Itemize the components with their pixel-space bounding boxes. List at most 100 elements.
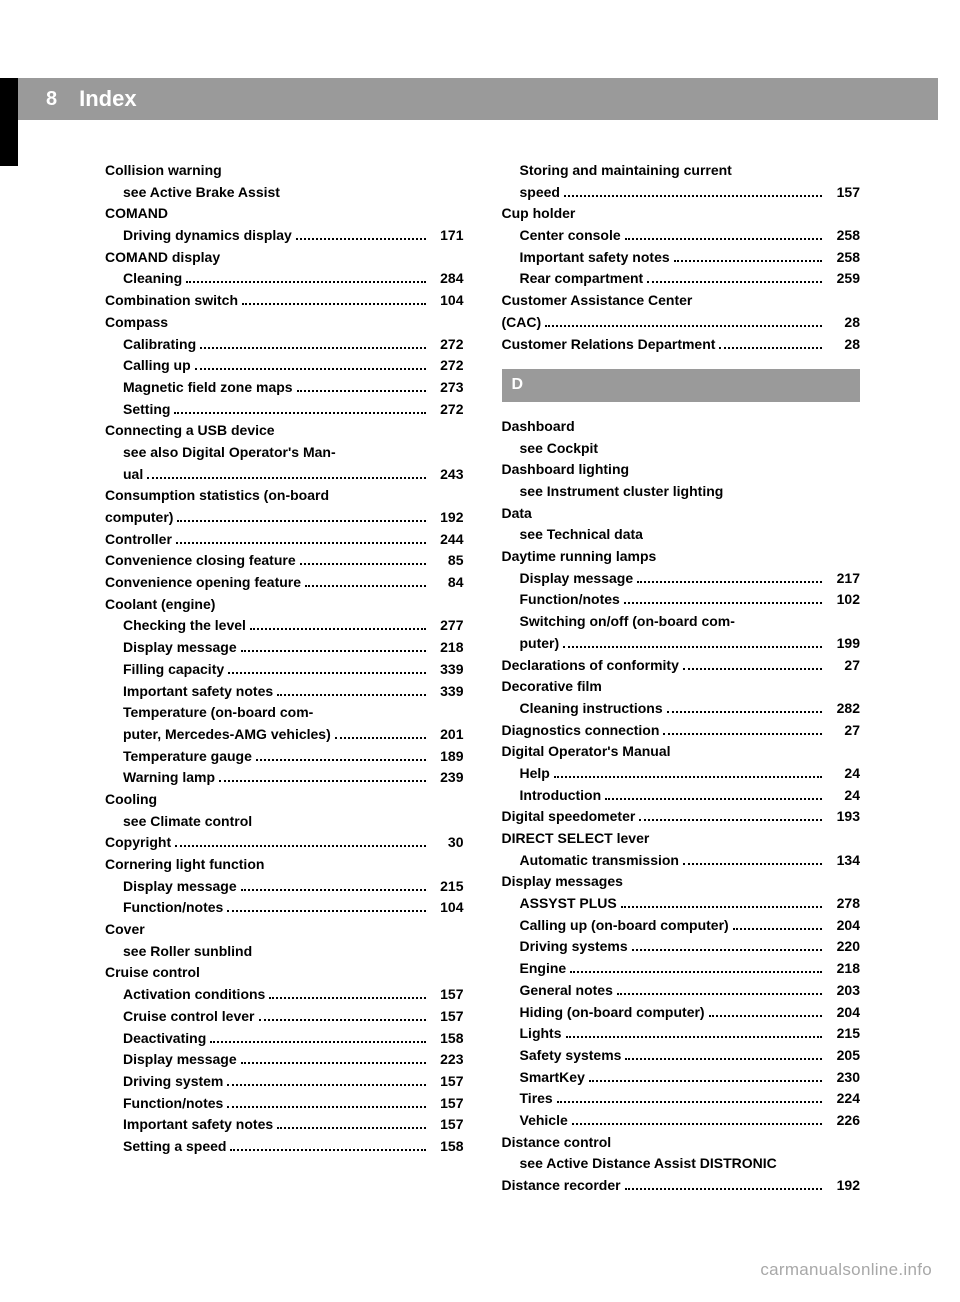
leader-dots [241,650,426,652]
index-subentry: see Active Distance Assist DISTRONIC [502,1153,861,1175]
leader-dots [632,949,822,951]
leader-dots [227,1106,425,1108]
leader-dots [174,412,425,414]
index-label: Driving dynamics display [123,225,292,247]
index-heading: Distance control [502,1132,861,1154]
index-page: 201 [430,724,464,746]
index-label: Copyright [105,832,171,854]
index-page: 24 [826,763,860,785]
index-label: Setting [123,399,170,421]
index-page: 30 [430,832,464,854]
index-page: 158 [430,1136,464,1158]
header-bar: 8 Index [18,78,938,120]
index-label: Checking the level [123,615,246,637]
index-heading: Data [502,503,861,525]
index-label: Convenience closing feature [105,550,296,572]
leader-dots [230,1149,425,1151]
index-subentry: Function/notes102 [502,589,861,611]
leader-dots [683,668,822,670]
index-subentry: Cleaning instructions 282 [502,698,861,720]
index-heading: Coolant (engine) [105,594,464,616]
leader-dots [639,819,822,821]
leader-dots [186,281,425,283]
leader-dots [683,863,822,865]
index-heading: Connecting a USB device [105,420,464,442]
index-subentry: Checking the level277 [105,615,464,637]
index-subentry: Lights215 [502,1023,861,1045]
index-page: 205 [826,1045,860,1067]
index-page: 215 [826,1023,860,1045]
index-label: Help [520,763,550,785]
index-subentry: Function/notes104 [105,897,464,919]
index-label: (CAC) [502,312,542,334]
index-subentry: Cruise control lever157 [105,1006,464,1028]
leader-dots [210,1041,425,1043]
index-subentry: Setting272 [105,399,464,421]
index-page: 272 [430,355,464,377]
leader-dots [256,759,426,761]
leader-dots [147,477,425,479]
leader-dots [624,602,822,604]
index-page: 215 [430,876,464,898]
index-page: 28 [826,312,860,334]
index-entry: Digital speedometer 193 [502,806,861,828]
index-subentry: Display message223 [105,1049,464,1071]
index-entry: Combination switch104 [105,290,464,312]
index-subentry: Important safety notes258 [502,247,861,269]
index-page: 24 [826,785,860,807]
index-page: 157 [430,1006,464,1028]
leader-dots [296,238,426,240]
index-label: puter) [520,633,560,655]
index-subentry: puter, Mercedes-AMG vehicles)201 [105,724,464,746]
index-label: General notes [520,980,613,1002]
index-subentry: speed157 [502,182,861,204]
index-label: Display message [123,637,237,659]
header-title: Index [79,86,136,112]
index-page: 339 [430,681,464,703]
index-page: 218 [826,958,860,980]
index-label: Digital speedometer [502,806,636,828]
section-letter-band: D [502,369,861,402]
index-label: Distance recorder [502,1175,621,1197]
index-label: Convenience opening feature [105,572,301,594]
leader-dots [719,347,822,349]
index-label: Calling up [123,355,191,377]
index-page: 272 [430,334,464,356]
index-entry: Diagnostics connection27 [502,720,861,742]
leader-dots [554,776,822,778]
index-page: 259 [826,268,860,290]
index-heading: Daytime running lamps [502,546,861,568]
index-page: 199 [826,633,860,655]
index-label: ASSYST PLUS [520,893,617,915]
index-label: ual [123,464,143,486]
index-heading: DIRECT SELECT lever [502,828,861,850]
leader-dots [625,1058,822,1060]
index-subentry: ual 243 [105,464,464,486]
index-subentry: Deactivating158 [105,1028,464,1050]
index-subentry: see also Digital Operator's Man- [105,442,464,464]
index-subentry: General notes 203 [502,980,861,1002]
index-page: 243 [430,464,464,486]
index-heading: Dashboard [502,416,861,438]
leader-dots [605,798,822,800]
index-page: 284 [430,268,464,290]
index-subentry: Temperature (on-board com- [105,702,464,724]
index-page: 203 [826,980,860,1002]
index-label: Important safety notes [123,1114,273,1136]
leader-dots [277,694,425,696]
leader-dots [589,1080,822,1082]
index-entry: Distance recorder192 [502,1175,861,1197]
index-subentry: Tires224 [502,1088,861,1110]
index-page: 239 [430,767,464,789]
index-heading: Consumption statistics (on-board [105,485,464,507]
index-entry: Customer Relations Department28 [502,334,861,356]
index-subentry: Driving system157 [105,1071,464,1093]
index-page: 282 [826,698,860,720]
index-heading: COMAND display [105,247,464,269]
leader-dots [545,325,822,327]
index-page: 193 [826,806,860,828]
index-label: Cleaning instructions [520,698,663,720]
index-subentry: see Roller sunblind [105,941,464,963]
index-heading: Customer Assistance Center [502,290,861,312]
leader-dots [647,281,822,283]
